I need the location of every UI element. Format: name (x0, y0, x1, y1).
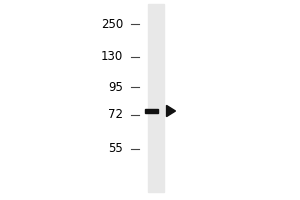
Polygon shape (167, 105, 176, 117)
Text: 72: 72 (108, 108, 123, 121)
Text: 130: 130 (101, 50, 123, 63)
Text: 95: 95 (108, 81, 123, 94)
Text: 55: 55 (108, 142, 123, 156)
Bar (148, 4, 164, 192)
Text: 250: 250 (101, 18, 123, 30)
Bar (145, 109, 158, 113)
